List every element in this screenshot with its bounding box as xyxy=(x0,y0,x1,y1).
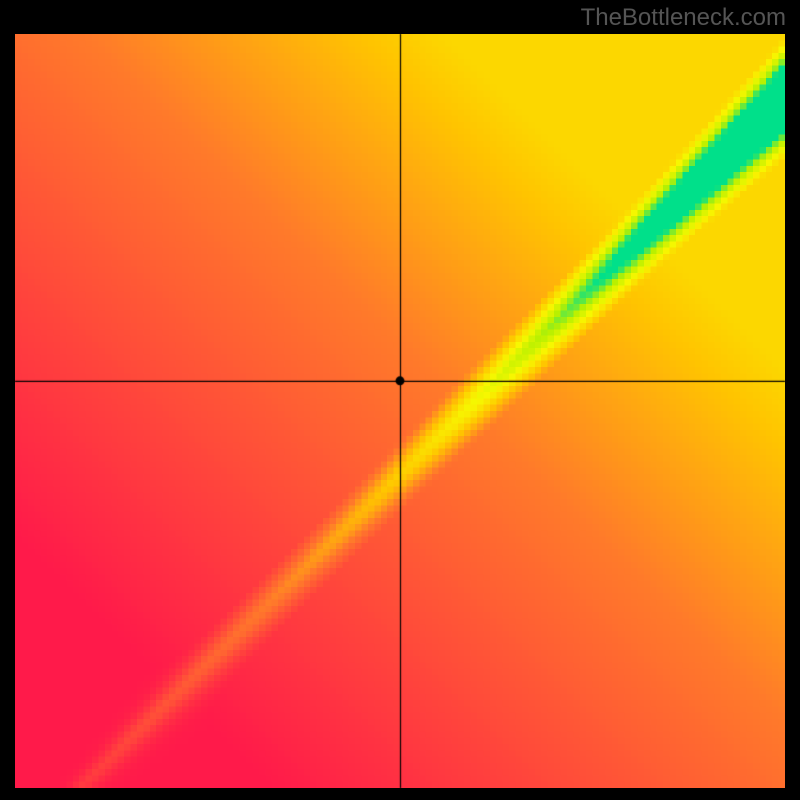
watermark-text: TheBottleneck.com xyxy=(581,4,786,32)
overlay-canvas xyxy=(0,0,800,800)
chart-container: TheBottleneck.com xyxy=(0,0,800,800)
